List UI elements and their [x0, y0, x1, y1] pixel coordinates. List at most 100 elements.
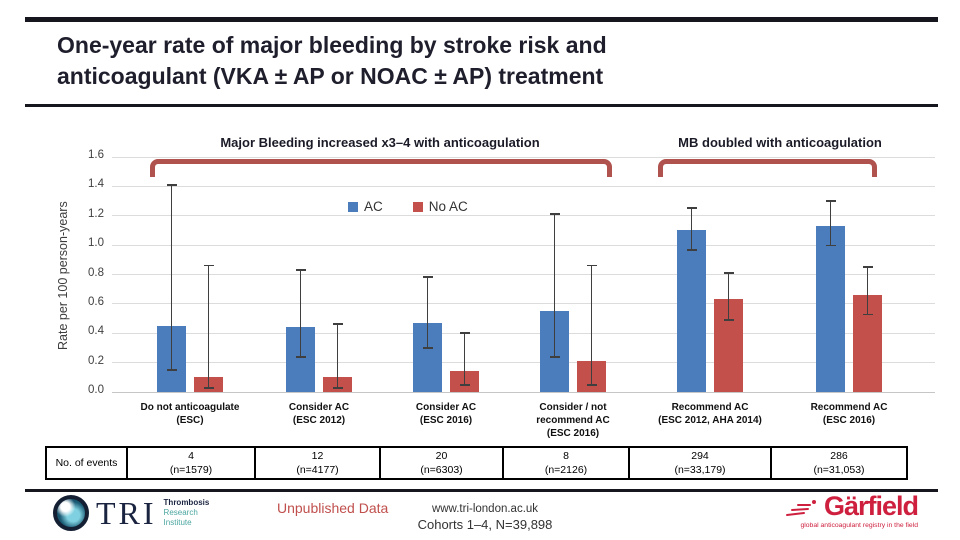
bar-ac-5	[816, 226, 845, 392]
error-bar	[691, 208, 692, 250]
error-bar-cap	[295, 269, 306, 271]
gridline	[112, 303, 935, 305]
events-count: 8	[563, 449, 569, 462]
error-bar-cap	[686, 248, 697, 251]
error-bar-cap	[549, 356, 560, 358]
error-bar	[728, 273, 729, 321]
legend-item-ac: AC	[348, 199, 383, 214]
events-cell-3: 8 (n=2126)	[504, 448, 630, 478]
error-bar-cap	[825, 244, 836, 247]
footer-rule	[25, 489, 938, 492]
error-bar-cap	[422, 347, 433, 349]
error-bar-cap	[586, 384, 597, 386]
error-bar	[208, 265, 209, 388]
error-bar-cap	[166, 183, 177, 186]
error-bar-cap	[723, 272, 734, 274]
tri-logo: TRI Thrombosis Research Institute	[53, 495, 209, 531]
annotation-mb-doubled: MB doubled with anticoagulation	[678, 135, 882, 150]
events-cell-2: 20 (n=6303)	[381, 448, 504, 478]
bracket-left	[150, 159, 612, 177]
error-bar	[337, 324, 338, 388]
legend-item-no-ac: No AC	[412, 199, 468, 214]
tri-acronym: TRI	[96, 495, 157, 531]
cohorts-label: Cohorts 1–4, N=39,898	[417, 517, 553, 532]
category-label-1: Consider AC (ESC 2012)	[288, 402, 350, 426]
error-bar-cap	[332, 386, 343, 389]
garfield-wordmark: Gärfield	[823, 491, 919, 521]
garfield-tagline: global anticoagulant registry in the fie…	[800, 522, 918, 529]
slide-title: One-year rate of major bleeding by strok…	[57, 32, 607, 89]
events-count: 4	[188, 449, 194, 462]
error-bar-cap	[862, 266, 873, 268]
events-n: (n=31,053)	[813, 464, 865, 476]
tri-name-line: Research	[163, 508, 198, 517]
gridline	[112, 362, 935, 364]
legend-label: No AC	[428, 199, 468, 214]
error-bar-cap	[686, 207, 697, 209]
chart-legend: AC No AC	[348, 199, 468, 214]
bar-ac-3	[540, 311, 569, 392]
top-rule	[25, 17, 938, 22]
category-label-0: Do not anticoagulate (ESC)	[140, 402, 240, 426]
bar-no-ac-1	[323, 377, 352, 392]
unpublished-data-label: Unpublished Data	[277, 500, 389, 516]
gridline	[112, 332, 935, 334]
events-cell-5: 286 (n=31,053)	[772, 448, 906, 478]
error-bar-cap	[166, 369, 177, 371]
bar-ac-1	[286, 327, 315, 392]
error-bar-cap	[422, 276, 433, 279]
error-bar-cap	[459, 332, 470, 334]
website-url: www.tri-london.ac.uk	[431, 503, 539, 515]
footer-links: www.tri-london.ac.uk Cohorts 1–4, N=39,8…	[370, 503, 600, 532]
annotation-major-bleeding: Major Bleeding increased x3–4 with antic…	[220, 135, 540, 150]
bar-ac-2	[413, 322, 442, 392]
error-bar	[554, 214, 555, 357]
tri-name-line: Institute	[163, 518, 192, 527]
garfield-speedlines-icon	[785, 500, 816, 516]
events-count: 286	[830, 449, 848, 462]
category-label-3: Consider / not recommend AC (ESC 2016)	[536, 402, 610, 439]
bar-ac-4	[677, 230, 706, 392]
legend-swatch	[348, 201, 358, 212]
error-bar	[171, 184, 172, 370]
gridline	[112, 156, 935, 158]
title-underline-rule	[25, 104, 938, 107]
tri-globe-icon	[53, 495, 89, 531]
bracket-right	[658, 159, 877, 177]
events-table: No. of events 4 (n=1579) 12 (n=4177) 20 (n=630…	[45, 446, 908, 480]
error-bar-cap	[586, 264, 597, 267]
legend-label: AC	[364, 199, 383, 214]
error-bar-cap	[825, 200, 836, 202]
gridline	[112, 391, 935, 393]
category-label-2: Consider AC (ESC 2016)	[415, 402, 477, 426]
error-bar	[427, 277, 428, 348]
garfield-logo: Gärfield global anticoagulant registry i…	[784, 491, 919, 529]
error-bar	[300, 270, 301, 357]
events-count: 12	[311, 449, 324, 462]
error-bar-cap	[295, 356, 306, 358]
legend-swatch	[412, 201, 423, 212]
error-bar-cap	[862, 313, 873, 316]
bar-no-ac-5	[853, 295, 882, 392]
gridline	[112, 215, 935, 217]
error-bar-cap	[549, 213, 560, 215]
error-bar	[867, 267, 868, 315]
bar-no-ac-3	[577, 361, 606, 392]
events-n: (n=4177)	[296, 464, 339, 476]
gridline	[112, 185, 935, 187]
tri-name-line: Thrombosis	[163, 498, 210, 507]
events-cell-4: 294 (n=33,179)	[630, 448, 772, 478]
gridline	[112, 274, 935, 275]
events-count: 20	[435, 449, 448, 462]
bar-no-ac-4	[714, 299, 743, 392]
gridline	[112, 244, 935, 246]
tri-institute-name: Thrombosis Research Institute	[164, 498, 210, 528]
events-row-label: No. of events	[47, 448, 128, 478]
events-count: 294	[691, 449, 709, 462]
error-bar-cap	[723, 319, 734, 322]
events-n: (n=33,179)	[674, 464, 726, 476]
y-axis-title: Rate per 100 person-years	[56, 201, 70, 351]
events-cell-0: 4 (n=1579)	[128, 448, 256, 478]
error-bar-cap	[203, 264, 214, 267]
